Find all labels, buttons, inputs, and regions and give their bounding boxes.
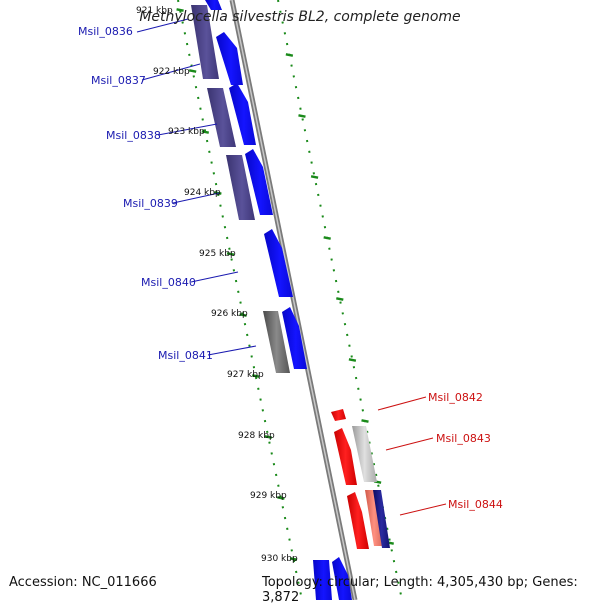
gene-msil-0836-reverse [191,5,219,79]
gene-msil-0842 [331,409,346,421]
tick-mark [361,419,369,423]
gene-msil-0838-forward [229,83,256,145]
tick-mark [289,557,298,561]
tick-mark [176,8,184,12]
tick-mark [201,130,210,134]
gene-msil-0839-reverse [226,155,255,220]
leader-msil-0843 [385,437,434,451]
genome-summary-text: Topology: circular; Length: 4,305,430 bp… [262,575,578,605]
gene-label-msil-0840[interactable]: Msil_0840 [141,276,196,289]
leader-msil-0839 [172,192,220,204]
kbp-label: 923 kbp [168,127,205,137]
gene-msil-0843-forward [334,428,357,485]
tick-mark [239,313,247,317]
kbp-label: 921 kbp [136,6,173,16]
gene-msil-0839-forward [245,149,273,215]
gene-next-forward-2 [332,557,352,600]
gene-msil-0840-forward [264,229,293,297]
leader-msil-0841 [207,345,257,356]
tick-mark [298,114,306,118]
gene-labels: Msil_0836 Msil_0837 Msil_0838 Msil_0839 … [78,25,503,511]
kbp-label: 929 kbp [250,491,287,501]
gene-msil-0837-forward [216,32,243,85]
kbp-ticks [176,8,394,561]
genome-backbone [229,0,358,600]
gene-next-forward-1 [313,560,332,600]
kbp-label: 925 kbp [199,249,236,259]
tick-mark [277,496,285,500]
gene-features [191,0,390,600]
tick-mark [348,358,357,362]
kbp-label: 928 kbp [238,431,275,441]
gene-msil-0844-navy [373,490,390,548]
kbp-label: 926 kbp [211,309,248,319]
leader-msil-0837 [141,63,201,81]
gene-label-msil-0837[interactable]: Msil_0837 [91,74,146,87]
tick-mark [226,252,235,256]
gene-label-msil-0839[interactable]: Msil_0839 [123,197,178,210]
gene-label-msil-0844[interactable]: Msil_0844 [448,498,503,511]
gene-msil-0836-forward [205,0,222,10]
tick-mark [264,435,273,439]
tick-mark [285,53,294,57]
gene-label-msil-0838[interactable]: Msil_0838 [106,129,161,142]
gene-msil-0841-forward [282,307,307,369]
gene-label-msil-0836[interactable]: Msil_0836 [78,25,133,38]
kbp-label: 930 kbp [261,554,298,564]
map-title: Methylocella silvestris BL2, complete ge… [139,9,461,25]
kbp-label: 922 kbp [153,67,190,77]
kbp-labels: 921 kbp 922 kbp 923 kbp 924 kbp 925 kbp … [136,6,298,564]
gene-msil-0841-reverse [263,311,290,373]
leader-msil-0838 [157,123,218,136]
leader-msil-0844 [399,503,447,516]
tick-mark [323,236,331,240]
leader-msil-0840 [190,271,239,283]
tick-mark [336,297,344,301]
leader-msil-0842 [377,396,427,411]
tick-mark [310,175,319,179]
gene-msil-0837-reverse [207,88,236,147]
label-leaders [136,18,447,516]
gene-label-msil-0843[interactable]: Msil_0843 [436,432,491,445]
gene-msil-0844-salmon [365,490,383,546]
tick-mark [188,69,197,73]
leader-msil-0836 [136,18,189,33]
accession-text: Accession: NC_011666 [9,575,157,590]
kbp-label: 927 kbp [227,370,264,380]
gene-msil-0844-forward [347,492,369,549]
tick-mark [251,374,260,378]
gene-msil-0843-reverse [352,426,377,482]
gene-label-msil-0842[interactable]: Msil_0842 [428,391,483,404]
gene-label-msil-0841[interactable]: Msil_0841 [158,349,213,362]
kbp-label: 924 kbp [184,188,221,198]
